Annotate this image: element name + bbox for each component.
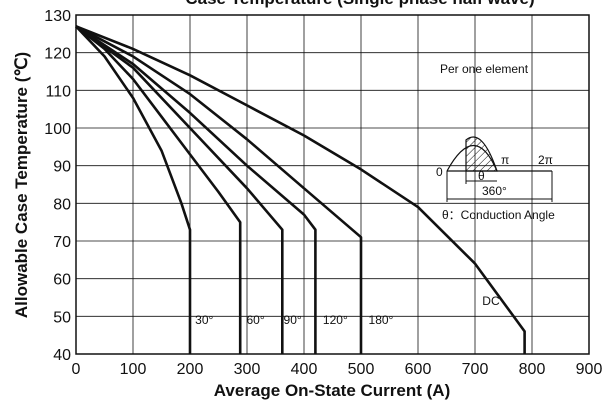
x-tick-label-900: 900 bbox=[576, 361, 603, 378]
series-label-2: 90° bbox=[284, 313, 302, 327]
x-tick-label-500: 500 bbox=[348, 361, 375, 378]
x-tick-label-300: 300 bbox=[234, 361, 261, 378]
y-tick-label-60: 60 bbox=[53, 272, 71, 289]
inset-label-period: 360° bbox=[482, 184, 507, 198]
series-line-2 bbox=[75, 25, 284, 354]
chart-title: Case Temperature (Single phase half wave… bbox=[185, 0, 534, 8]
tick-labels: 0 100 200 300 400 500 600 700 800 900405060708090… bbox=[44, 8, 602, 378]
y-tick-label-90: 90 bbox=[53, 159, 71, 176]
y-tick-label-100: 100 bbox=[44, 121, 71, 138]
x-tick-label-700: 700 bbox=[462, 361, 489, 378]
x-tick-label-200: 200 bbox=[177, 361, 204, 378]
y-axis-title: Allowable Case Temperature (℃) bbox=[12, 52, 31, 318]
y-tick-label-110: 110 bbox=[45, 83, 71, 100]
series-line-3 bbox=[75, 25, 317, 354]
x-tick-label-100: 100 bbox=[120, 361, 147, 378]
y-tick-label-40: 40 bbox=[53, 347, 71, 364]
inset-label-2pi: 2π bbox=[538, 153, 553, 167]
series-label-3: 120° bbox=[323, 313, 348, 327]
series-label-0: 30° bbox=[195, 313, 213, 327]
y-tick-label-120: 120 bbox=[44, 46, 71, 63]
inset-conduction-area bbox=[465, 136, 498, 172]
inset-label-pi: π bbox=[501, 153, 509, 167]
series-label-1: 60° bbox=[246, 313, 264, 327]
x-tick-label-400: 400 bbox=[291, 361, 318, 378]
series-label-4: 180° bbox=[369, 313, 394, 327]
series-line-0 bbox=[75, 25, 192, 354]
inset-label-legend: θ：Conduction Angle bbox=[442, 208, 555, 222]
y-tick-label-50: 50 bbox=[53, 309, 71, 326]
series-line-5 bbox=[75, 25, 526, 354]
x-tick-label-0: 0 bbox=[72, 361, 81, 378]
x-tick-label-600: 600 bbox=[405, 361, 432, 378]
annotation-per-element: Per one element bbox=[440, 62, 529, 76]
conduction-angle-inset: 0 π 2π θ 360° θ：Conduction Angle bbox=[436, 136, 555, 222]
y-tick-label-130: 130 bbox=[44, 8, 71, 25]
series-line-1 bbox=[75, 25, 242, 354]
series-line-4 bbox=[75, 25, 363, 354]
curve-labels: 30° 60° 90° 120° 180° DC bbox=[195, 294, 500, 327]
y-tick-label-80: 80 bbox=[53, 196, 71, 213]
grid bbox=[76, 15, 589, 354]
series-group bbox=[75, 25, 526, 354]
inset-label-zero: 0 bbox=[436, 165, 443, 179]
inset-label-theta: θ bbox=[478, 169, 485, 183]
plot-frame bbox=[75, 14, 590, 355]
x-tick-label-800: 800 bbox=[519, 361, 546, 378]
x-axis-title: Average On-State Current (A) bbox=[214, 381, 450, 400]
series-label-5: DC bbox=[482, 294, 500, 308]
y-tick-label-70: 70 bbox=[53, 234, 71, 251]
